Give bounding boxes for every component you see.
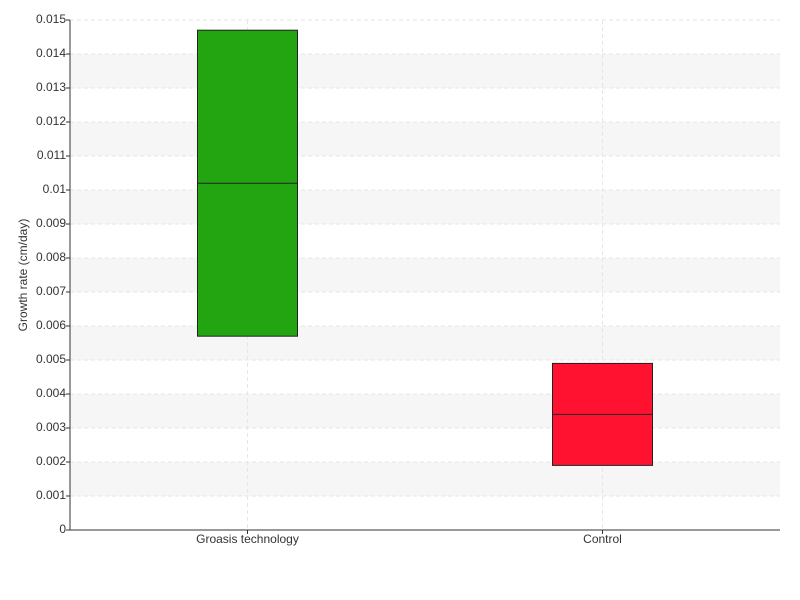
- y-tick-label: 0.003: [36, 420, 66, 434]
- y-tick-label: 0.007: [36, 284, 66, 298]
- y-tick-label: 0.008: [36, 250, 66, 264]
- y-tick-label: 0.015: [36, 12, 66, 26]
- grid-band: [70, 122, 780, 156]
- grid-band: [70, 190, 780, 224]
- grid-band: [70, 54, 780, 88]
- y-tick-label: 0.004: [36, 386, 66, 400]
- grid-band: [70, 394, 780, 428]
- y-tick-label: 0.012: [36, 114, 66, 128]
- grid-band: [70, 326, 780, 360]
- y-tick-label: 0.001: [36, 488, 66, 502]
- y-tick-label: 0.005: [36, 352, 66, 366]
- y-tick-label: 0.009: [36, 216, 66, 230]
- grid-band: [70, 258, 780, 292]
- y-axis-label: Growth rate (cm/day): [16, 219, 30, 332]
- y-tick-label: 0.013: [36, 80, 66, 94]
- y-tick-label: 0.006: [36, 318, 66, 332]
- x-tick-label: Control: [583, 532, 622, 546]
- grid-band: [70, 462, 780, 496]
- x-tick-label: Groasis technology: [196, 532, 299, 546]
- y-tick-label: 0.014: [36, 46, 66, 60]
- y-tick-label: 0.01: [43, 182, 67, 196]
- y-tick-label: 0: [59, 522, 66, 536]
- y-tick-label: 0.011: [37, 148, 66, 162]
- y-tick-label: 0.002: [36, 454, 66, 468]
